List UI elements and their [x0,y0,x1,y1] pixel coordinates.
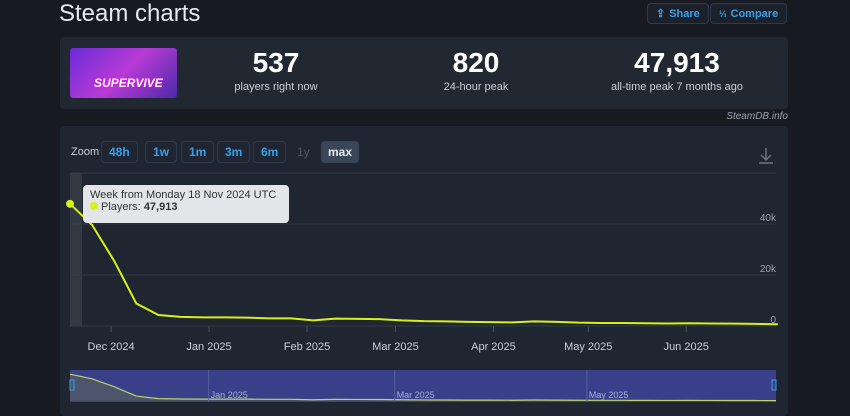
navigator-tick-label: Mar 2025 [397,390,435,400]
x-tick-label: Jan 2025 [186,341,231,353]
download-icon[interactable] [759,148,773,163]
x-tick-label: May 2025 [564,341,612,353]
x-tick-label: Apr 2025 [471,341,516,353]
x-tick-label: Dec 2024 [88,341,135,353]
series-dot-icon [90,202,98,210]
hover-band [70,173,82,326]
x-tick-label: Jun 2025 [664,341,709,353]
data-point [66,200,74,208]
y-tick-label: 40k [760,213,777,224]
y-tick-label: 20k [760,264,777,275]
x-tick-label: Mar 2025 [372,341,418,353]
navigator-tick-label: May 2025 [589,390,629,400]
x-tick-label: Feb 2025 [284,341,330,353]
chart-tooltip: Week from Monday 18 Nov 2024 UTC Players… [83,185,289,223]
navigator-tick-label: Jan 2025 [211,390,248,400]
